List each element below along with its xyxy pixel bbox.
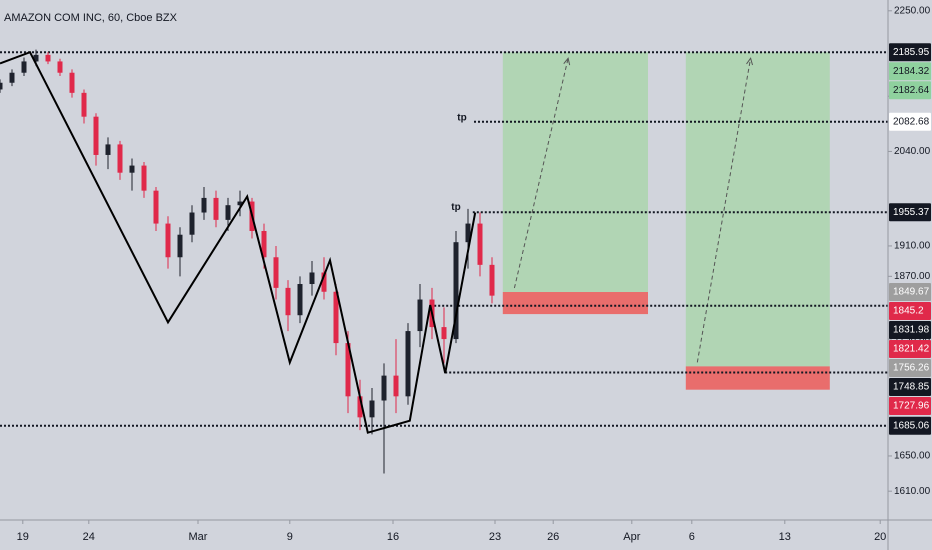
candle-body <box>33 54 39 62</box>
candle-body <box>453 242 459 340</box>
zigzag-line <box>0 50 477 434</box>
candle-body <box>93 116 99 155</box>
candle-body <box>381 375 387 401</box>
x-tick-label: 26 <box>547 531 559 543</box>
candle-body <box>333 291 339 344</box>
candle-body <box>369 400 375 418</box>
y-tick-label: 1650.00 <box>894 451 931 462</box>
price-label: 1849.67 <box>893 287 930 298</box>
candle-body <box>261 230 267 258</box>
candle-body <box>357 396 363 418</box>
x-tick-label: Mar <box>189 531 208 543</box>
price-label-box <box>889 81 931 100</box>
y-tick-label: 1610.00 <box>894 486 931 497</box>
x-tick-label: 16 <box>387 531 399 543</box>
arrow-head <box>746 57 753 66</box>
candle-body <box>129 165 135 173</box>
candle-body <box>441 327 447 340</box>
candle-body <box>225 205 231 220</box>
plot-area: tp tp <box>0 49 888 474</box>
projection-arrow <box>696 58 752 363</box>
price-label-box <box>889 359 931 378</box>
candle-body <box>69 72 75 93</box>
candle-body <box>117 144 123 173</box>
x-tick-label: 19 <box>17 531 29 543</box>
candle-body <box>81 92 87 117</box>
candle-body <box>9 72 15 83</box>
candle-body <box>297 284 303 316</box>
candle-body <box>393 375 399 397</box>
candle-body <box>237 201 243 206</box>
y-tick-label: 2040.00 <box>894 146 931 157</box>
loss-zone <box>685 366 830 390</box>
price-label-box <box>889 283 931 302</box>
price-label: 1756.26 <box>893 363 930 374</box>
x-tick-label: Apr <box>623 531 640 543</box>
candle-body <box>105 144 111 155</box>
profit-zone <box>685 52 830 367</box>
candle-body <box>189 212 195 235</box>
annotation: tp <box>451 202 460 213</box>
price-label: 1821.42 <box>893 344 930 355</box>
candle-body <box>165 223 171 258</box>
x-tick-label: 23 <box>489 531 501 543</box>
candle-body <box>21 61 27 73</box>
candle-body <box>0 82 3 90</box>
candle-body <box>201 197 207 213</box>
x-tick-label: 13 <box>779 531 791 543</box>
price-label-box <box>889 203 931 222</box>
price-label-box <box>889 302 931 321</box>
profit-zone <box>502 52 648 293</box>
candle-body <box>285 287 291 316</box>
y-tick-label: 1870.00 <box>894 271 931 282</box>
price-label: 1685.06 <box>893 420 930 431</box>
price-label-box <box>889 62 931 81</box>
x-tick-label: 24 <box>83 531 95 543</box>
price-label-box <box>889 340 931 359</box>
x-tick-label: 20 <box>874 531 886 543</box>
x-tick-label: 6 <box>689 531 695 543</box>
candle-body <box>489 264 495 296</box>
candle-body <box>273 257 279 288</box>
loss-zone <box>502 292 648 315</box>
candle-body <box>309 272 315 285</box>
price-label-box <box>889 43 931 62</box>
price-label-box <box>889 416 931 435</box>
candle-body <box>141 165 147 191</box>
arrow-head <box>563 57 571 66</box>
candle-body <box>213 197 219 220</box>
candle-body <box>153 190 159 224</box>
price-label: 2185.95 <box>893 47 930 58</box>
candle-body <box>45 54 51 62</box>
x-tick-label: 9 <box>287 531 293 543</box>
candle-body <box>405 331 411 397</box>
candle-body <box>345 343 351 397</box>
candle-body <box>477 223 483 265</box>
price-label: 1831.98 <box>893 325 930 336</box>
candle-body <box>417 299 423 332</box>
candle-body <box>57 61 63 73</box>
candle-body <box>465 223 471 243</box>
price-label-box <box>889 378 931 397</box>
price-label-box <box>889 397 931 416</box>
annotation: tp <box>457 113 466 124</box>
price-label: 1748.85 <box>893 382 930 393</box>
candle-body <box>321 272 327 292</box>
axes: 2250.002120.002040.001910.001870.001790.… <box>17 5 931 543</box>
price-label: 2184.32 <box>893 66 930 77</box>
price-label: 2082.68 <box>893 116 930 127</box>
y-tick-label: 1910.00 <box>894 241 931 252</box>
y-tick-label: 1790.00 <box>894 334 931 345</box>
price-label-box <box>889 112 931 131</box>
y-tick-label: 2250.00 <box>894 5 931 16</box>
projection-arrow <box>513 58 569 289</box>
price-label: 1955.37 <box>893 207 930 218</box>
candle-body <box>177 234 183 258</box>
price-label: 1727.96 <box>893 401 930 412</box>
price-label: 1845.2 <box>893 306 924 317</box>
price-label-box <box>889 321 931 340</box>
price-label: 2182.64 <box>893 85 930 96</box>
chart-title: AMAZON COM INC, 60, Cboe BZX <box>4 12 178 24</box>
